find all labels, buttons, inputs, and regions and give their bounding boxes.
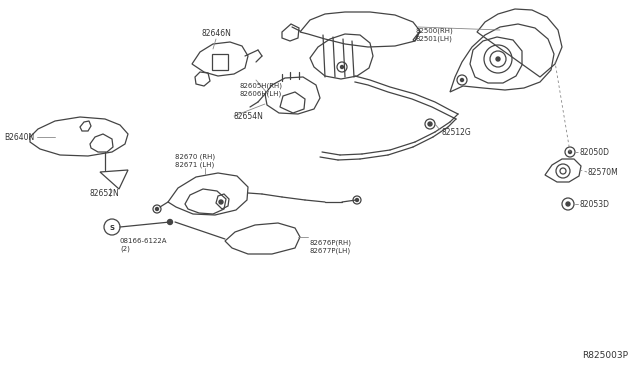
Text: 82654N: 82654N [234,112,264,121]
Text: 82670 (RH)
82671 (LH): 82670 (RH) 82671 (LH) [175,154,215,168]
Circle shape [355,199,358,202]
Circle shape [219,200,223,204]
Text: 82570M: 82570M [588,167,619,176]
Text: B2640N: B2640N [4,132,35,141]
Circle shape [566,202,570,206]
Text: 82676P(RH)
82677P(LH): 82676P(RH) 82677P(LH) [310,239,352,253]
Circle shape [168,219,173,224]
Circle shape [496,57,500,61]
Text: 82646N: 82646N [201,29,231,38]
Circle shape [461,78,463,81]
Text: R825003P: R825003P [582,351,628,360]
Text: 08166-6122A
(2): 08166-6122A (2) [120,238,168,252]
Circle shape [156,208,159,211]
Text: 82500(RH)
82501(LH): 82500(RH) 82501(LH) [415,27,452,42]
Text: 82605H(RH)
82606H(LH): 82605H(RH) 82606H(LH) [240,82,283,96]
Circle shape [568,151,572,154]
Text: 82050D: 82050D [580,148,610,157]
Text: 82053D: 82053D [580,199,610,208]
Text: 82652N: 82652N [89,189,119,198]
Circle shape [340,65,344,68]
Text: S: S [109,225,115,231]
Text: 82512G: 82512G [442,128,472,137]
Circle shape [428,122,432,126]
